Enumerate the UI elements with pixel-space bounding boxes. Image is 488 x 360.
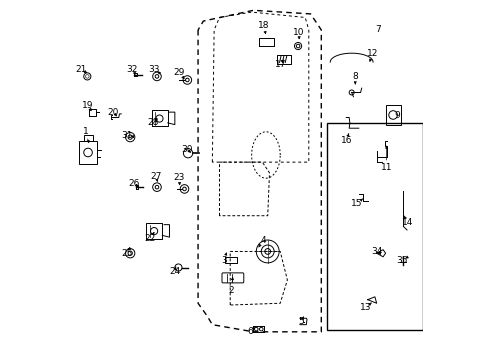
Text: 23: 23	[173, 173, 184, 182]
Text: 19: 19	[82, 101, 94, 110]
Text: 24: 24	[169, 267, 180, 276]
Text: 18: 18	[257, 21, 268, 30]
Text: 26: 26	[128, 179, 140, 188]
Text: 11: 11	[380, 163, 392, 172]
Text: 30: 30	[181, 145, 193, 154]
Text: 8: 8	[352, 72, 357, 81]
Text: 31: 31	[122, 131, 133, 140]
Text: 32: 32	[126, 66, 138, 75]
Text: 22: 22	[144, 234, 155, 243]
Text: 2: 2	[228, 285, 234, 294]
Text: 5: 5	[298, 316, 304, 325]
Text: 27: 27	[150, 172, 161, 181]
Text: 9: 9	[394, 111, 400, 120]
Text: 6: 6	[247, 327, 253, 336]
Text: 12: 12	[366, 49, 378, 58]
Text: 17: 17	[274, 60, 285, 69]
Bar	[326, 123, 422, 330]
Text: 35: 35	[396, 256, 407, 265]
Text: 15: 15	[350, 199, 362, 208]
Bar	[80, 141, 97, 164]
Bar	[385, 105, 400, 125]
Text: 21: 21	[76, 66, 87, 75]
Bar	[83, 135, 93, 141]
Text: 25: 25	[122, 249, 133, 258]
Text: 34: 34	[371, 247, 382, 256]
Text: 14: 14	[401, 219, 412, 228]
Text: 13: 13	[359, 303, 370, 312]
Text: 28: 28	[147, 118, 158, 127]
Text: 20: 20	[107, 108, 119, 117]
Text: 1: 1	[82, 127, 88, 136]
Text: 4: 4	[260, 236, 265, 245]
Text: 33: 33	[148, 65, 160, 74]
Text: 7: 7	[375, 26, 381, 35]
Text: 29: 29	[173, 68, 185, 77]
Text: 16: 16	[340, 136, 351, 145]
Text: 10: 10	[293, 28, 305, 37]
Text: 3: 3	[221, 256, 226, 265]
